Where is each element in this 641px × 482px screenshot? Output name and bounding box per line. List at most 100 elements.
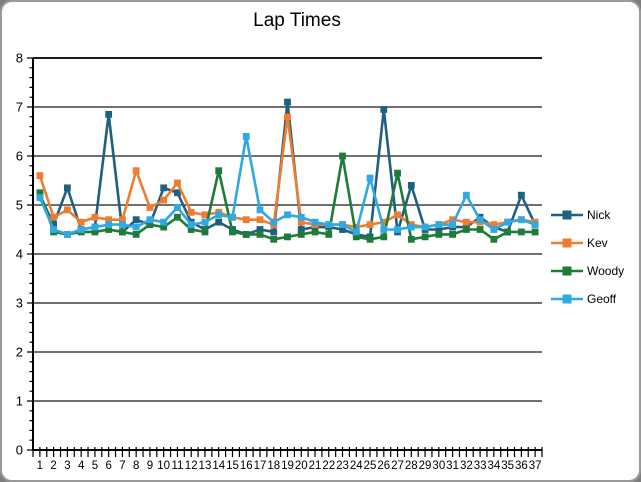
- x-axis-tick-label: 2: [50, 460, 56, 472]
- data-point-geoff: [63, 231, 71, 238]
- data-point-woody: [311, 228, 319, 236]
- data-point-kev: [63, 206, 71, 214]
- x-axis-tick-label: 30: [432, 460, 445, 472]
- data-point-woody: [462, 226, 470, 233]
- x-axis-tick-label: 4: [78, 460, 85, 472]
- data-point-geoff: [297, 213, 305, 221]
- data-point-geoff: [407, 223, 415, 231]
- x-axis-tick-label: 37: [529, 460, 542, 472]
- data-point-kev: [256, 216, 264, 224]
- legend-label-woody: Woody: [587, 264, 624, 278]
- y-axis-tick-label: 7: [16, 100, 23, 115]
- data-point-geoff: [160, 218, 168, 226]
- data-point-geoff: [174, 204, 181, 211]
- data-point-woody: [297, 231, 305, 238]
- data-point-kev: [119, 216, 126, 224]
- data-point-geoff: [132, 223, 140, 231]
- legend-label-kev: Kev: [587, 236, 608, 250]
- data-point-woody: [270, 235, 278, 243]
- data-point-geoff: [311, 218, 319, 226]
- x-axis-tick-label: 26: [377, 460, 390, 472]
- data-point-kev: [174, 179, 181, 187]
- data-point-woody: [119, 228, 126, 236]
- x-axis-tick-label: 13: [199, 460, 212, 472]
- data-point-kev: [242, 216, 250, 224]
- y-axis-tick-label: 0: [16, 443, 23, 458]
- x-axis-tick-label: 24: [350, 460, 363, 472]
- data-point-geoff: [462, 191, 470, 199]
- legend-marker-geoff: [562, 294, 572, 304]
- data-point-woody: [476, 226, 484, 233]
- x-axis-tick-label: 18: [267, 460, 280, 472]
- data-point-kev: [36, 172, 44, 179]
- data-point-kev: [105, 216, 113, 224]
- data-point-woody: [449, 231, 456, 238]
- y-axis-tick-label: 6: [16, 149, 23, 164]
- x-axis-tick-label: 28: [405, 460, 418, 472]
- data-point-woody: [174, 213, 181, 221]
- data-point-woody: [352, 233, 360, 241]
- data-point-woody: [256, 231, 264, 238]
- data-point-nick: [407, 182, 415, 189]
- x-axis-tick-label: 16: [240, 460, 253, 472]
- data-point-geoff: [352, 228, 360, 236]
- data-point-geoff: [91, 223, 99, 231]
- data-point-kev: [284, 113, 291, 121]
- data-point-geoff: [517, 216, 525, 224]
- data-point-woody: [36, 189, 44, 197]
- x-axis-tick-label: 11: [171, 460, 183, 472]
- data-point-nick: [339, 226, 346, 233]
- x-axis-tick-label: 17: [254, 460, 267, 472]
- data-point-kev: [91, 213, 99, 221]
- data-point-woody: [91, 228, 99, 236]
- x-axis-tick-label: 35: [501, 460, 514, 472]
- data-point-woody: [187, 226, 195, 233]
- data-point-geoff: [490, 226, 498, 233]
- data-point-woody: [242, 231, 250, 238]
- x-axis-tick-label: 10: [157, 460, 170, 472]
- y-axis-tick-label: 3: [16, 296, 23, 311]
- data-point-woody: [394, 169, 401, 177]
- data-point-kev: [490, 221, 498, 228]
- y-axis-tick-label: 2: [16, 345, 23, 360]
- data-point-kev: [449, 216, 456, 224]
- x-axis-tick-label: 25: [364, 460, 377, 472]
- x-axis-tick-label: 12: [185, 460, 198, 472]
- x-axis-tick-label: 3: [64, 460, 70, 472]
- data-point-kev: [132, 167, 140, 175]
- data-point-nick: [256, 226, 264, 233]
- data-point-woody: [517, 228, 525, 236]
- data-point-nick: [160, 184, 168, 192]
- x-axis-tick-label: 1: [37, 460, 43, 472]
- data-point-nick: [50, 221, 58, 228]
- data-point-woody: [421, 233, 429, 241]
- data-point-nick: [517, 191, 525, 199]
- x-axis-tick-label: 14: [212, 460, 225, 472]
- data-point-geoff: [256, 206, 264, 214]
- data-point-geoff: [77, 226, 85, 233]
- data-point-kev: [50, 213, 58, 221]
- data-point-woody: [435, 231, 443, 238]
- x-axis-tick-label: 8: [133, 460, 139, 472]
- data-point-geoff: [380, 226, 388, 233]
- data-point-kev: [146, 204, 154, 211]
- data-point-woody: [504, 228, 512, 236]
- x-axis-tick-label: 32: [460, 460, 473, 472]
- x-axis-tick-label: 29: [419, 460, 432, 472]
- data-point-woody: [407, 235, 415, 243]
- data-point-woody: [105, 226, 113, 233]
- data-point-geoff: [229, 213, 236, 221]
- data-point-woody: [229, 228, 236, 236]
- chart-title: Lap Times: [253, 10, 341, 31]
- data-point-kev: [297, 218, 305, 226]
- data-point-geoff: [449, 221, 456, 228]
- data-point-woody: [215, 167, 223, 175]
- data-point-geoff: [215, 211, 223, 219]
- data-point-geoff: [435, 221, 443, 228]
- x-axis-tick-label: 21: [309, 460, 322, 472]
- legend-marker-nick: [562, 210, 572, 220]
- data-point-geoff: [146, 216, 154, 224]
- data-point-nick: [270, 228, 278, 236]
- y-axis-tick-label: 4: [16, 247, 23, 262]
- x-axis-tick-label: 36: [515, 460, 528, 472]
